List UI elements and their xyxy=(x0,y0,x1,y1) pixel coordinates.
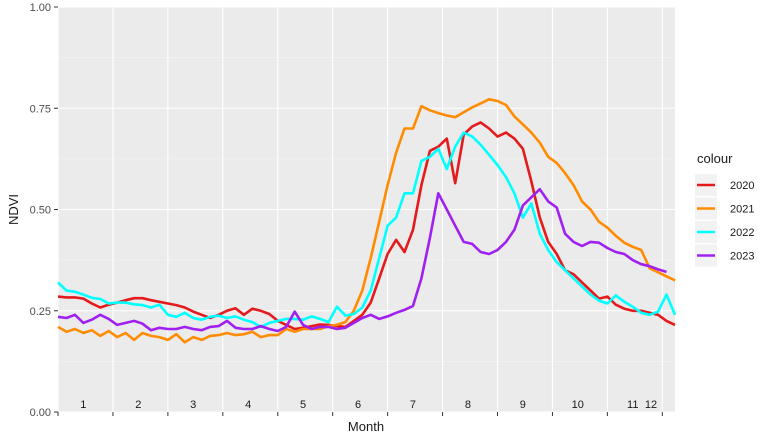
legend-label-2023: 2023 xyxy=(730,251,754,263)
legend-label-2022: 2022 xyxy=(730,227,754,239)
month-label: 5 xyxy=(300,399,306,411)
y-tick-label: 0.00 xyxy=(30,407,51,419)
month-label: 7 xyxy=(410,399,416,411)
x-axis-title: Month xyxy=(348,419,384,434)
y-axis-title: NDVI xyxy=(6,194,21,225)
month-labels: 1 2 3 4 5 6 7 8 9 10 11 12 xyxy=(80,399,657,411)
month-label: 6 xyxy=(355,399,361,411)
month-label: 12 xyxy=(645,399,657,411)
x-axis-ticks xyxy=(57,412,663,416)
y-tick-label: 0.50 xyxy=(30,205,51,217)
month-label: 4 xyxy=(245,399,251,411)
month-label: 8 xyxy=(465,399,471,411)
month-label: 11 xyxy=(627,399,638,411)
month-label: 9 xyxy=(520,399,526,411)
legend-label-2021: 2021 xyxy=(730,204,754,216)
series-line-2023 xyxy=(57,187,667,333)
series-lines xyxy=(57,98,677,344)
y-tick-label: 0.75 xyxy=(30,103,51,115)
month-label: 10 xyxy=(572,399,584,411)
y-axis: 0.00 0.25 0.50 0.75 1.00 xyxy=(30,2,58,419)
month-label: 3 xyxy=(190,399,196,411)
y-tick-label: 0.25 xyxy=(30,306,51,318)
legend: colour 2020 2021 2022 2023 xyxy=(695,151,754,267)
month-label: 2 xyxy=(135,399,141,411)
month-label: 1 xyxy=(80,399,86,411)
legend-label-2020: 2020 xyxy=(730,180,754,192)
series-line-2021 xyxy=(57,98,676,344)
series-line-2022 xyxy=(57,131,677,329)
series-line-2020 xyxy=(57,121,676,331)
grid-minor xyxy=(58,57,675,362)
y-tick-label: 1.00 xyxy=(30,2,51,14)
legend-title: colour xyxy=(697,151,733,166)
